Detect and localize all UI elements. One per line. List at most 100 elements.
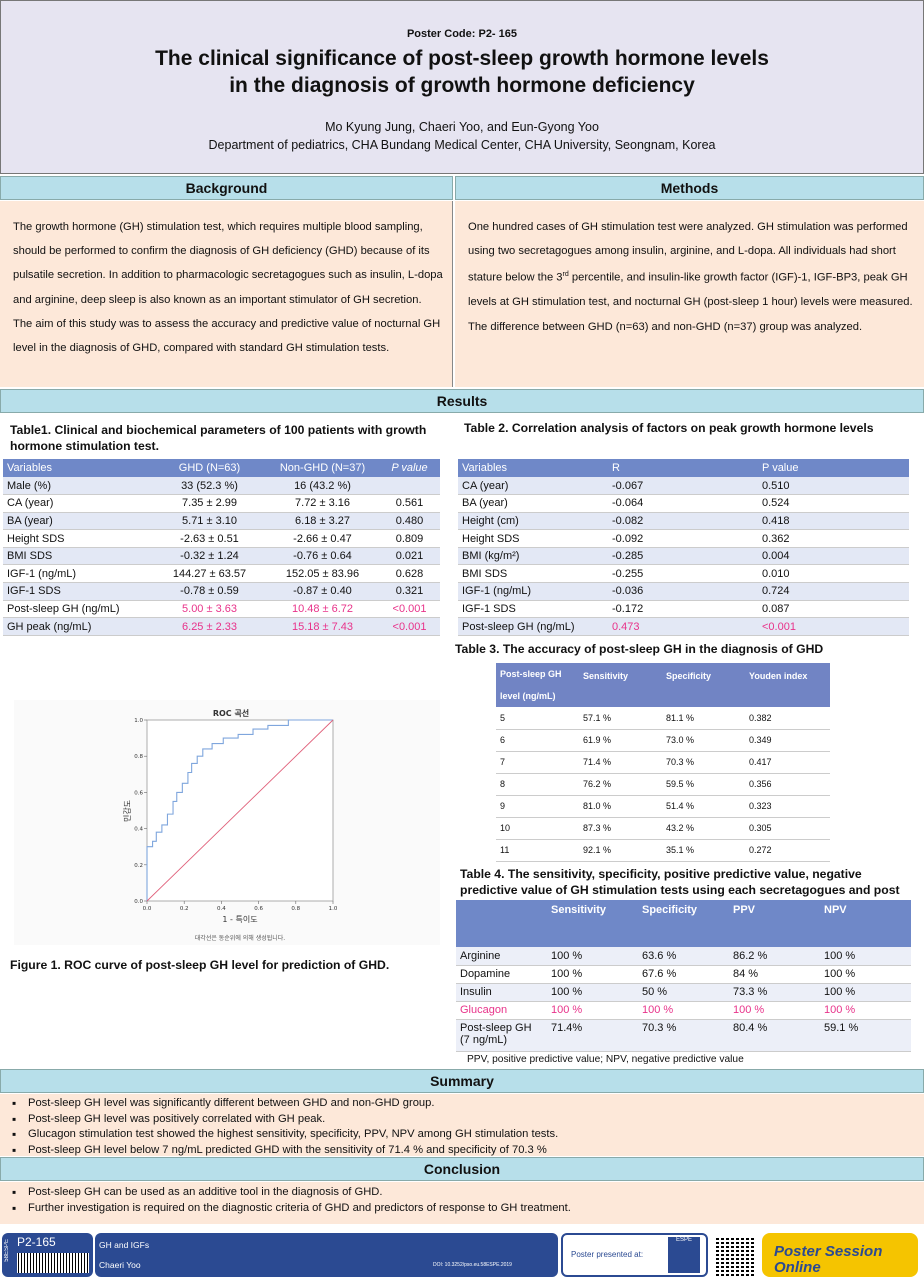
table1-row-cell: GH peak (ng/mL) <box>3 617 153 636</box>
table2-row-cell: -0.092 <box>608 529 758 548</box>
table1-row: BA (year) 5.71 ± 3.10 6.18 ± 3.27 0.480 <box>3 512 440 531</box>
roc-x-tick-label: 0.0 <box>143 906 152 912</box>
table3-row: 6 61.9 % 73.0 % 0.349 <box>496 729 830 752</box>
figure1-caption: Figure 1. ROC curve of post-sleep GH lev… <box>10 958 390 972</box>
table4-row-cell: 67.6 % <box>638 965 729 984</box>
barcode-icon <box>17 1253 89 1273</box>
table1-row-cell: 0.321 <box>379 582 440 601</box>
table1-row: Height SDS -2.63 ± 0.51 -2.66 ± 0.47 0.809 <box>3 529 440 548</box>
table1-row-cell: -0.87 ± 0.40 <box>266 582 379 601</box>
table4-row-cell: 100 % <box>638 1001 729 1020</box>
table2-row-cell: 0.524 <box>758 494 909 513</box>
table1-row: GH peak (ng/mL) 6.25 ± 2.33 15.18 ± 7.43 <0… <box>3 617 440 636</box>
background-section: The growth hormone (GH) stimulation test… <box>0 201 453 387</box>
authors: Mo Kyung Jung, Chaeri Yoo, and Eun-Gyong… <box>325 120 599 134</box>
table2-header: P value <box>758 459 909 477</box>
table4-row-cell: 100 % <box>547 965 638 984</box>
table1-row-cell: 152.05 ± 83.96 <box>266 564 379 584</box>
roc-y-tick-label: 0.4 <box>134 827 143 833</box>
table3-row-cell: 8 <box>496 773 579 796</box>
table4-row-cell: 73.3 % <box>729 983 820 1002</box>
table1-row-cell: 7.72 ± 3.16 <box>266 494 379 513</box>
table1-row-cell: Male (%) <box>3 477 153 496</box>
table2-row: BA (year) -0.064 0.524 <box>458 494 909 513</box>
footer-poster-code: P2-165 <box>17 1235 56 1249</box>
roc-y-tick-label: 0.0 <box>134 899 143 905</box>
table3-row-cell: 6 <box>496 729 579 752</box>
table1-row-cell: BMI SDS <box>3 547 153 566</box>
poster-header: Poster Code: P2- 165 The clinical signif… <box>0 0 924 174</box>
footer-code-block: 58ESPE P2-165 <box>2 1233 93 1277</box>
table4-row-cell: 50 % <box>638 983 729 1002</box>
background-text: The growth hormone (GH) stimulation test… <box>13 221 443 355</box>
table2-row-cell: -0.255 <box>608 564 758 584</box>
table3-row: 9 81.0 % 51.4 % 0.323 <box>496 795 830 818</box>
roc-xlabel: 1 - 특이도 <box>222 914 257 924</box>
table3-row-cell: 9 <box>496 795 579 818</box>
methods-text-1: One hundred cases of GH stimulation test… <box>468 221 908 285</box>
methods-text-2: percentile, and insulin-like growth fact… <box>468 272 913 333</box>
table4-caption-prefix: Table 4. <box>460 867 505 881</box>
table4-row-cell: 100 % <box>820 983 911 1002</box>
summary-item: Post-sleep GH level was significantly di… <box>0 1096 910 1112</box>
table1-row-cell: 16 (43.2 %) <box>266 477 379 496</box>
table3-row-cell: 0.382 <box>745 707 830 730</box>
table2-row-cell: 0.362 <box>758 529 909 548</box>
table2-row: BMI SDS -0.255 0.010 <box>458 564 909 584</box>
table3-row-cell: 0.356 <box>745 773 830 796</box>
table3-row-cell: 57.1 % <box>579 707 662 730</box>
table1-row-cell: IGF-1 SDS <box>3 582 153 601</box>
table4-row-cell: 100 % <box>820 947 911 966</box>
roc-y-tick-label: 0.2 <box>134 863 143 869</box>
conclusion-heading: Conclusion <box>0 1157 924 1181</box>
table2-row-cell: 0.418 <box>758 512 909 531</box>
poster-session-online-logo[interactable]: Poster Session Online <box>762 1233 918 1277</box>
table3-row-cell: 0.305 <box>745 817 830 840</box>
table4-caption: Table 4. The sensitivity, specificity, p… <box>460 866 915 898</box>
table1-row-cell: 5.00 ± 3.63 <box>153 600 266 619</box>
roc-y-tick-label: 0.6 <box>134 790 143 796</box>
footer-category: GH and IGFs <box>99 1240 150 1250</box>
table2-row-cell: -0.172 <box>608 600 758 619</box>
table1-row-cell: 6.25 ± 2.33 <box>153 617 266 636</box>
table1-row: CA (year) 7.35 ± 2.99 7.72 ± 3.16 0.561 <box>3 494 440 513</box>
table2-header-row: Variables R P value <box>458 459 909 477</box>
table4-row-cell: Insulin <box>456 983 547 1002</box>
table4: Sensitivity Specificity PPV NPV Arginine… <box>456 900 911 1052</box>
table1-row-cell: -0.32 ± 1.24 <box>153 547 266 566</box>
table2-row-cell: 0.010 <box>758 564 909 584</box>
table4-header: Sensitivity <box>547 900 638 947</box>
table2-row-cell: 0.087 <box>758 600 909 619</box>
table4-row-cell: 100 % <box>547 1001 638 1020</box>
roc-x-tick-label: 0.6 <box>254 906 263 912</box>
table1-row-cell: 33 (52.3 %) <box>153 477 266 496</box>
roc-chart-title: ROC 곡선 <box>213 708 249 718</box>
table4-row: Dopamine 100 % 67.6 % 84 % 100 % <box>456 965 911 984</box>
table3-row-cell: 43.2 % <box>662 817 745 840</box>
table1-header: Variables <box>3 459 153 477</box>
table4-row-cell: 100 % <box>820 1001 911 1020</box>
table1-row-cell: <0.001 <box>379 600 440 619</box>
table2-row: IGF-1 SDS -0.172 0.087 <box>458 600 909 619</box>
qr-code-icon[interactable] <box>716 1236 756 1276</box>
table1-row-cell: Height SDS <box>3 529 153 548</box>
results-heading: Results <box>0 389 924 413</box>
table3-row-cell: 5 <box>496 707 579 730</box>
background-heading: Background <box>0 176 453 200</box>
table2-row-cell: -0.067 <box>608 477 758 496</box>
table4-row-cell: 70.3 % <box>638 1019 729 1052</box>
espe-logo-icon: ESPE <box>668 1237 700 1273</box>
roc-x-tick-label: 1.0 <box>329 906 338 912</box>
table4-row-cell: 84 % <box>729 965 820 984</box>
roc-curve-line <box>146 719 333 901</box>
table3-row-cell: 59.5 % <box>662 773 745 796</box>
table2-row: CA (year) -0.067 0.510 <box>458 477 909 496</box>
table2-row-cell: 0.510 <box>758 477 909 496</box>
roc-y-tick-label: 1.0 <box>134 718 143 724</box>
table1-row-cell: BA (year) <box>3 512 153 531</box>
roc-note: 대각선은 동순위에 의해 생성됩니다. <box>195 934 286 942</box>
conclusion-item: Further investigation is required on the… <box>0 1201 910 1217</box>
table3-row-cell: 76.2 % <box>579 773 662 796</box>
table3-row-cell: 0.272 <box>745 839 830 862</box>
table2-row-cell: Height (cm) <box>458 512 608 531</box>
